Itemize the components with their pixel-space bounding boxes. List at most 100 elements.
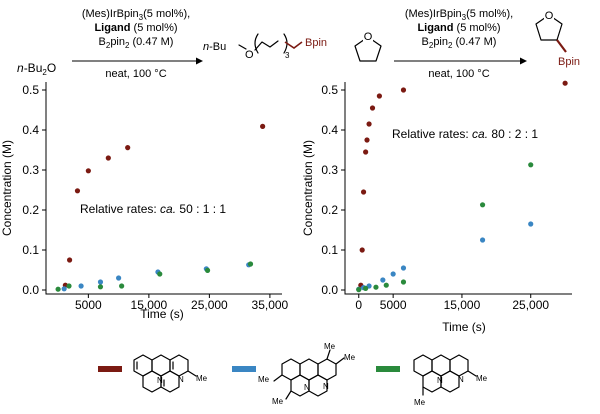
ligand-2-structure: [273, 349, 345, 400]
catalyst-2-label: (Mes)IrBpin3(5 mol%),: [405, 8, 513, 22]
chart-1-series-3-point: [66, 283, 72, 289]
chart-1-series-3-point: [247, 261, 254, 267]
chart-2-series-3-point: [400, 279, 407, 285]
chart-1-series-3-point: [55, 286, 61, 292]
ligand-2-n-label-2: N: [304, 383, 310, 392]
chart-2-series-1-point: [366, 121, 372, 127]
chart-1-series-2-point: [116, 275, 122, 281]
thf-ring: [354, 36, 382, 62]
ligand-3-me-label-1: Me: [476, 374, 488, 383]
ligand-2-me-label-3: Me: [258, 375, 270, 384]
ligand-legend: N N Me Me Me Me Me N N: [98, 342, 488, 407]
product-1-subscript: 3: [285, 51, 290, 60]
chart-2-y-ticks: 0.0 0.1 0.2 0.3 0.4 0.5: [321, 83, 345, 297]
legend-swatch-1: [98, 366, 122, 372]
chart-2-y-label: Concentration (M): [301, 140, 315, 236]
product-1-label: n-Bu: [203, 41, 226, 53]
chart-2-series-3-point: [373, 284, 379, 290]
chart-2-x-tick-label: 25,000: [512, 298, 549, 312]
chart-2-series-1-point: [359, 247, 365, 253]
ligand-3-n-label-2: N: [437, 376, 443, 385]
chart-2-series-1-point: [363, 149, 369, 155]
chart-1-y-tick-label: 0.1: [22, 243, 39, 257]
chart-1-x-tick-label: 25,000: [191, 298, 228, 312]
product-2-oxygen-mask: [544, 8, 554, 21]
chart-2-x-label: Time (s): [442, 320, 486, 334]
chart-1-x-ticks: 5000 15,000 25,000 35,000: [75, 294, 289, 312]
chart-1-series-1-point: [260, 123, 266, 129]
chart-2-series-3-point: [528, 162, 534, 168]
product-2-oxygen: O: [545, 10, 554, 22]
ligand-1-label: Ligand (5 mol%): [94, 22, 177, 34]
chart-1-x-tick-label: 15,000: [131, 298, 168, 312]
chart-2-y-tick-label: 0.4: [321, 123, 338, 137]
chart-1-series-3-point: [204, 267, 211, 273]
chart-1-axes: [45, 82, 282, 295]
chart-2-y-tick-label: 0.1: [321, 243, 338, 257]
ligand-2-me-label-2: Me: [344, 353, 356, 362]
ligand-1-me-label: Me: [196, 374, 208, 383]
ligand-3-n-label: N: [458, 375, 464, 384]
chart-2-series-3-point: [479, 202, 486, 208]
legend-item-ligand-1: N N Me: [98, 354, 208, 393]
chart-1-x-tick-label: 35,000: [252, 298, 289, 312]
thf-oxygen: O: [364, 31, 373, 43]
chart-1-x-label: Time (s): [140, 307, 184, 321]
chart-2-series-2-point: [380, 277, 386, 283]
chart-2-points: [356, 80, 568, 293]
chart-1-points: [55, 123, 266, 292]
chart-1-series-2-point: [97, 279, 104, 285]
chart-1-series-3-point: [157, 271, 163, 277]
chart-2-series-1-point: [376, 93, 382, 99]
chart-2-series-1-point: [562, 80, 568, 86]
chart-1-series-3-point: [97, 284, 104, 290]
chart-2-series-1-point: [369, 105, 376, 111]
chart-2-x-ticks: 0 5000 15,000 25,000: [355, 294, 549, 312]
chart-1-series-2-point: [78, 283, 84, 289]
chart-2-x-tick-label: 0: [355, 298, 362, 312]
chart-1-series-1-point: [85, 168, 91, 174]
ligand-3-structure: [413, 354, 477, 396]
chart-1-y-tick-label: 0.4: [22, 123, 39, 137]
product-2-boryl-bond: [556, 39, 567, 53]
chart-1-series-2-point: [61, 286, 67, 292]
scheme-2: O (Mes)IrBpin3(5 mol%), Ligand (5 mol%) …: [354, 8, 580, 80]
legend-item-ligand-3: Me Me N N: [376, 354, 488, 407]
chart-1-annotation: Relative rates: ca. 50 : 1 : 1: [80, 202, 226, 216]
ligand-1-n-label: N: [178, 375, 184, 384]
chart-2-y-tick-label: 0.0: [321, 283, 338, 297]
legend-item-ligand-2: Me Me Me Me N N: [232, 342, 356, 406]
reaction-arrowhead-1: [196, 57, 203, 65]
chart-2-series-1-point: [400, 87, 407, 93]
chart-1-y-tick-label: 0.3: [22, 163, 39, 177]
product-2-ring: [535, 14, 563, 41]
chart-1-series-1-point: [67, 257, 73, 263]
product-1-boryl-bond: [284, 41, 303, 49]
chart-1-y-tick-label: 0.0: [22, 283, 39, 297]
chart-1: 0.0 0.1 0.2 0.3 0.4 0.5 5000 15,000 25,000 35,00…: [0, 82, 289, 321]
product-1-bond-a: [238, 44, 247, 50]
scheme-1: n-Bu2O (Mes)IrBpin3(5 mol%), Ligand (5 m…: [17, 8, 327, 80]
chart-1-series-1-point: [125, 145, 131, 151]
substrate-1-label: n-Bu2O: [17, 61, 56, 77]
ligand-2-label: Ligand (5 mol%): [417, 22, 500, 34]
chart-1-series-1-point: [105, 155, 111, 161]
chart-1-x-tick-label: 5000: [75, 298, 102, 312]
product-1-oxygen: O: [245, 49, 254, 61]
chart-2-series-2-point: [528, 221, 534, 227]
ligand-1-n-label-2: N: [157, 376, 163, 385]
chart-2-series-1-point: [360, 189, 367, 195]
ligand-3-me-label-2: Me: [414, 398, 426, 407]
ligand-2-n-label: N: [323, 382, 329, 391]
product-1-paren-left: [254, 33, 259, 54]
thf-oxygen-mask: [363, 29, 373, 42]
chart-2-annotation: Relative rates: ca. 80 : 2 : 1: [392, 127, 538, 141]
chart-1-series-1-point: [74, 188, 81, 194]
ligand-1-structure: [133, 354, 197, 393]
chart-2-series-3-point: [363, 285, 369, 291]
product-2-bpin: Bpin: [558, 56, 580, 68]
chart-2-series-2-point: [479, 237, 486, 243]
product-1-chain: [254, 40, 279, 51]
product-1-bpin: Bpin: [305, 37, 327, 49]
conditions-2-label: neat, 100 °C: [428, 68, 489, 80]
